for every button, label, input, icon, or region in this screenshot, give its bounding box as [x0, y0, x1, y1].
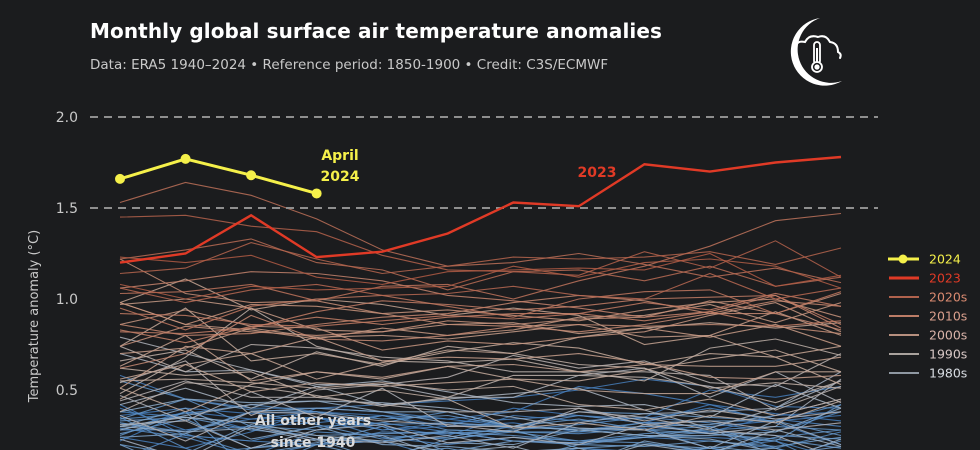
- line-2024: [119, 157, 318, 195]
- y-axis-label: Temperature anomaly (°C): [27, 230, 42, 403]
- reference-lines: [90, 116, 878, 209]
- legend-label: 2010s: [929, 309, 967, 324]
- year-line-1991: [119, 345, 842, 389]
- year-line-1952: [119, 427, 842, 450]
- year-line-2005: [119, 298, 842, 326]
- legend: 2024 2023 2020s 2010s 2000s 1990s 1980s: [888, 252, 967, 381]
- legend-label: 2023: [929, 271, 961, 286]
- year-line-1999: [119, 334, 842, 382]
- year-line-2015: [119, 212, 842, 302]
- year-line-2013: [119, 292, 842, 327]
- cloud-thermometer-icon: [790, 18, 842, 86]
- year-line-2007: [119, 258, 842, 335]
- cloud-shape: [791, 35, 842, 59]
- crescent-shape: [790, 18, 842, 86]
- annotation-y2023: 2023: [578, 165, 617, 181]
- legend-label: 2020s: [929, 290, 967, 305]
- year-line-1965: [419, 436, 842, 450]
- point-2024-Jan: [115, 173, 125, 184]
- year-line-1954: [142, 433, 798, 450]
- year-line-1988: [119, 343, 842, 411]
- year-line-1990: [119, 307, 842, 395]
- legend-item-2024: 2024: [888, 252, 961, 267]
- year-line-1972: [313, 407, 842, 450]
- line-2023: [119, 155, 842, 264]
- annotation-april-2024: April: [321, 148, 358, 164]
- legend-item-2010s: 2010s: [889, 309, 967, 324]
- year-line-2016: [119, 181, 842, 284]
- point-2024-Feb: [180, 153, 191, 164]
- chart-subtitle: Data: ERA5 1940–2024 • Reference period:…: [90, 57, 609, 73]
- legend-item-1990s: 1990s: [889, 347, 967, 362]
- chart-title: Monthly global surface air temperature a…: [90, 19, 663, 43]
- year-line-2022: [119, 252, 842, 287]
- year-line-1975: [119, 425, 428, 450]
- y-tick-label: 1.5: [56, 201, 78, 217]
- thermometer-bulb-fill: [814, 64, 820, 70]
- legend-label: 2000s: [929, 328, 967, 343]
- point-2024-Mar: [246, 170, 257, 181]
- other-years-lines: [119, 181, 842, 450]
- year-line-1969: [119, 398, 842, 438]
- highlight-lines: [115, 153, 842, 264]
- year-line-1996: [119, 363, 841, 400]
- year-line-1986: [119, 380, 842, 422]
- year-line-2009: [119, 294, 842, 336]
- year-line-2002: [119, 298, 842, 347]
- year-line-1973: [119, 398, 769, 450]
- y-tick-label: 1.0: [56, 292, 78, 308]
- year-line-1997: [119, 322, 842, 380]
- annotation-other-years: since 1940: [271, 435, 356, 450]
- year-line-1949: [119, 422, 724, 450]
- year-line-1981: [119, 353, 842, 429]
- year-line-1983: [119, 336, 842, 404]
- year-line-1984: [119, 387, 818, 450]
- year-line-2018: [119, 272, 842, 304]
- year-line-2014: [119, 289, 842, 331]
- year-line-2019: [119, 242, 842, 275]
- year-line-2020: [119, 214, 842, 278]
- legend-item-2023: 2023: [889, 271, 961, 286]
- year-line-1941: [119, 404, 842, 427]
- year-line-2006: [119, 292, 842, 347]
- year-line-1985: [119, 407, 842, 442]
- annotation-other-years: All other years: [255, 413, 371, 429]
- y-tick-label: 0.5: [56, 383, 78, 399]
- legend-label: 1990s: [929, 347, 967, 362]
- year-line-1992: [119, 367, 842, 431]
- year-line-1982: [119, 378, 842, 449]
- year-line-1945: [119, 385, 842, 449]
- legend-item-2000s: 2000s: [889, 328, 967, 343]
- year-line-1994: [119, 349, 842, 413]
- legend-item-1980s: 1980s: [889, 366, 967, 381]
- year-line-1968: [192, 424, 748, 450]
- year-line-2021: [119, 258, 842, 300]
- legend-item-2020s: 2020s: [889, 290, 967, 305]
- y-tick-label: 2.0: [56, 110, 78, 126]
- year-line-2012: [119, 294, 842, 335]
- y-axis-ticks: 0.5 1.0 1.5 2.0: [56, 110, 78, 399]
- legend-label: 2024: [929, 252, 961, 267]
- year-line-2010: [119, 271, 842, 329]
- annotations: April 2024 2023 All other years since 1940: [255, 148, 617, 450]
- year-line-1989: [119, 374, 842, 413]
- year-line-2000: [119, 336, 842, 389]
- legend-label: 1980s: [929, 366, 967, 381]
- legend-marker: [898, 254, 908, 264]
- annotation-april-2024: 2024: [321, 169, 360, 185]
- year-line-1993: [119, 378, 842, 417]
- year-line-2017: [119, 238, 842, 291]
- point-2024-Apr: [311, 188, 322, 199]
